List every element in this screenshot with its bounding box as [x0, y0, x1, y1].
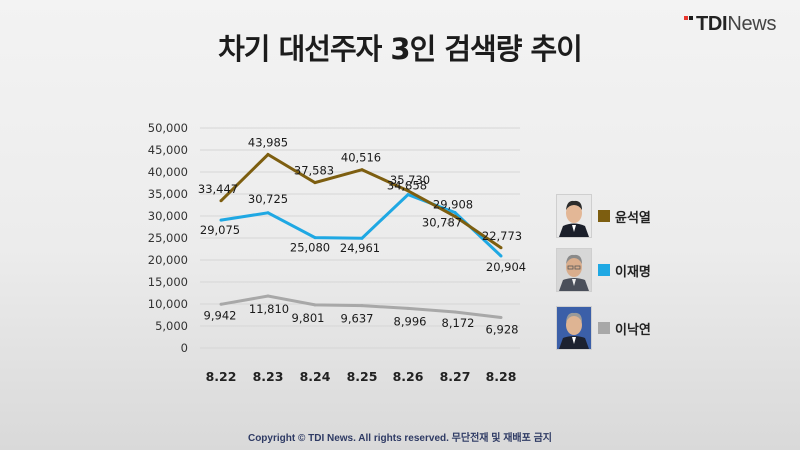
legend-label-lee-ny: 이낙연	[615, 322, 651, 338]
x-tick-label: 8.22	[206, 369, 237, 384]
x-tick-label: 8.27	[440, 369, 471, 384]
data-label-lee-jm: 24,961	[340, 241, 380, 255]
portrait-lee-jm	[556, 248, 592, 292]
data-point	[313, 303, 317, 307]
x-tick-label: 8.24	[300, 369, 331, 384]
logo-text-light: News	[727, 13, 777, 35]
data-label-yoon: 43,985	[248, 135, 288, 149]
copyright-footer: Copyright © TDI News. All rights reserve…	[247, 433, 553, 444]
data-label-lee-jm: 30,787	[422, 216, 462, 230]
data-label-yoon: 40,516	[341, 151, 381, 165]
data-point	[266, 294, 270, 298]
data-label-yoon: 37,583	[294, 164, 334, 178]
data-label-lee-jm: 29,075	[200, 223, 240, 237]
data-point	[219, 302, 223, 306]
y-tick-label: 30,000	[148, 209, 188, 223]
data-label-lee-ny: 9,637	[341, 312, 374, 326]
legend-item-lee-ny: 이낙연	[556, 306, 651, 350]
x-tick-label: 8.28	[486, 369, 517, 384]
y-tick-label: 10,000	[148, 297, 188, 311]
data-label-lee-jm: 25,080	[290, 241, 330, 255]
data-label-yoon: 33,447	[198, 182, 238, 196]
data-point	[360, 304, 364, 308]
data-point	[313, 181, 317, 185]
logo-text-bold: TDI	[696, 13, 728, 35]
y-tick-label: 0	[181, 341, 188, 355]
legend-label-yoon: 윤석열	[615, 210, 651, 226]
y-tick-label: 5,000	[155, 319, 188, 333]
data-label-lee-ny: 9,942	[204, 308, 237, 322]
x-tick-label: 8.23	[253, 369, 284, 384]
data-point	[360, 168, 364, 172]
y-tick-label: 35,000	[148, 187, 188, 201]
legend-swatch-yoon	[598, 210, 610, 222]
x-tick-label: 8.26	[393, 369, 424, 384]
data-point	[406, 189, 410, 193]
data-point	[266, 211, 270, 215]
data-point	[453, 211, 457, 214]
data-label-lee-ny: 11,810	[249, 302, 289, 316]
data-label-lee-ny: 8,996	[394, 314, 427, 328]
data-label-lee-ny: 9,801	[292, 311, 325, 325]
data-point	[499, 316, 503, 319]
data-label-lee-jm: 34,858	[387, 179, 427, 193]
y-tick-label: 45,000	[148, 143, 188, 157]
page-title: 차기 대선주자 3인 검색량 추이	[218, 32, 583, 66]
legend-swatch-lee-ny	[598, 322, 610, 334]
data-point	[313, 236, 317, 240]
y-tick-label: 40,000	[148, 165, 188, 179]
y-tick-label: 15,000	[148, 275, 188, 289]
data-label-lee-ny: 6,928	[486, 323, 519, 337]
data-point	[453, 214, 457, 218]
data-label-lee-ny: 8,172	[442, 316, 475, 330]
label-leader-line	[446, 216, 454, 225]
y-tick-label: 20,000	[148, 253, 188, 267]
data-point	[360, 236, 364, 240]
logo-mark-icon	[684, 16, 694, 34]
data-point	[266, 153, 270, 156]
data-point	[499, 246, 503, 250]
data-label-yoon: 22,773	[482, 229, 522, 243]
data-point	[453, 310, 457, 314]
legend-item-lee-jm: 이재명	[556, 248, 651, 292]
data-point	[406, 306, 410, 310]
data-point	[219, 199, 223, 203]
data-label-lee-jm: 20,904	[486, 260, 526, 274]
data-point	[219, 218, 223, 222]
brand-logo: TDINews	[684, 14, 776, 34]
portrait-yoon	[556, 194, 592, 238]
legend-label-lee-jm: 이재명	[615, 264, 651, 280]
data-label-yoon: 35,730	[390, 173, 430, 187]
data-point	[499, 254, 503, 258]
legend-item-yoon: 윤석열	[556, 194, 651, 238]
portrait-lee-ny	[556, 306, 592, 350]
legend-swatch-lee-jm	[598, 264, 610, 276]
data-label-lee-jm: 30,725	[248, 192, 288, 206]
y-tick-label: 25,000	[148, 231, 188, 245]
data-label-yoon: 29,908	[433, 197, 473, 211]
x-tick-label: 8.25	[347, 369, 378, 384]
y-tick-label: 50,000	[148, 121, 188, 135]
data-point	[406, 193, 410, 197]
